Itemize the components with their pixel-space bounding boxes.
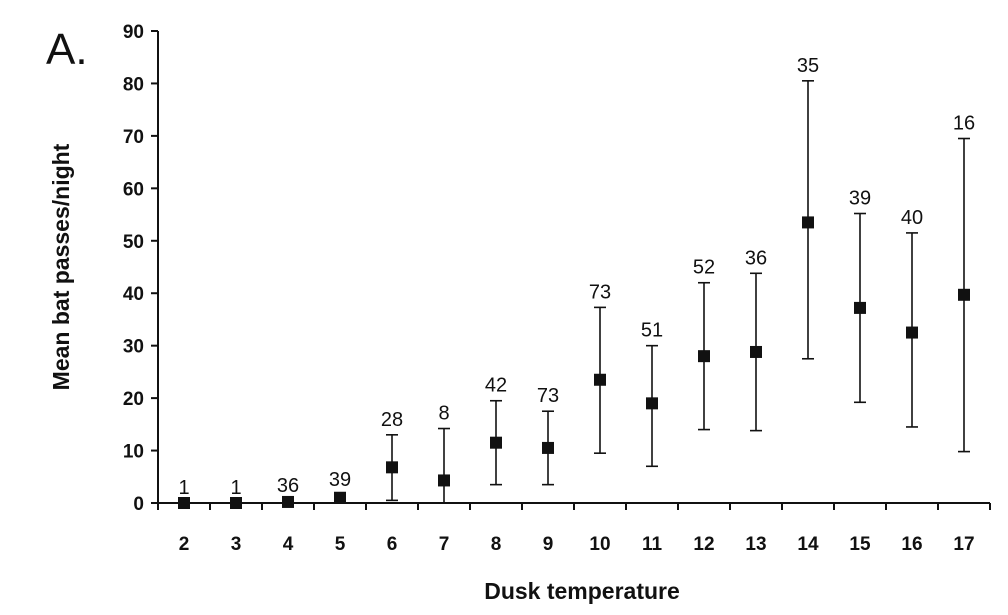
x-tick-label: 11 xyxy=(642,534,663,555)
x-axis-title: Dusk temperature xyxy=(484,578,680,604)
y-tick-label: 90 xyxy=(123,22,144,43)
x-tick-label: 17 xyxy=(953,534,974,555)
y-axis-title: Mean bat passes/night xyxy=(48,143,74,390)
data-point-marker xyxy=(698,350,710,363)
sample-size-label: 40 xyxy=(901,207,923,229)
sample-size-label: 1 xyxy=(230,477,241,499)
x-tick-label: 14 xyxy=(797,534,819,555)
x-tick-label: 9 xyxy=(543,534,554,555)
panel-label: A. xyxy=(46,25,88,74)
x-tick-label: 7 xyxy=(439,534,450,555)
data-point-marker xyxy=(646,397,658,410)
sample-size-label: 36 xyxy=(745,247,767,269)
y-tick-label: 30 xyxy=(123,337,144,358)
x-tick-label: 2 xyxy=(179,534,190,555)
sample-size-label: 8 xyxy=(438,403,449,425)
x-axis-ticks: 2 3 4 5 6 7 8 9 10 11 12 13 14 15 16 17 xyxy=(157,503,991,555)
data-point-marker xyxy=(490,436,502,449)
chart-axes xyxy=(157,31,990,504)
sample-size-label: 39 xyxy=(849,188,871,210)
data-point-marker xyxy=(386,461,398,474)
y-tick-label: 70 xyxy=(123,127,144,148)
x-tick-label: 16 xyxy=(901,534,922,555)
x-tick-label: 3 xyxy=(231,534,242,555)
sample-size-label: 1 xyxy=(178,477,189,499)
data-point-marker xyxy=(542,441,554,454)
x-tick-label: 13 xyxy=(745,534,766,555)
data-point-marker xyxy=(906,326,918,339)
sample-size-label: 36 xyxy=(277,475,299,497)
data-point-marker xyxy=(282,495,294,508)
sample-size-label: 52 xyxy=(693,257,715,279)
x-tick-label: 10 xyxy=(589,534,610,555)
y-tick-label: 40 xyxy=(123,284,144,305)
sample-size-label: 35 xyxy=(797,55,819,77)
x-tick-label: 4 xyxy=(283,534,294,555)
data-point-marker xyxy=(594,373,606,386)
data-point-marker xyxy=(178,497,190,509)
sample-size-label: 16 xyxy=(953,113,975,135)
data-point-marker xyxy=(802,216,814,229)
x-tick-label: 15 xyxy=(849,534,871,555)
x-tick-label: 6 xyxy=(387,534,398,555)
x-tick-label: 5 xyxy=(335,534,346,555)
data-markers xyxy=(178,216,970,509)
sample-size-label: 51 xyxy=(641,320,663,342)
y-tick-label: 60 xyxy=(123,179,144,200)
sample-size-label: 28 xyxy=(381,409,403,431)
y-tick-label: 50 xyxy=(123,232,144,253)
data-point-marker xyxy=(334,491,346,504)
data-point-marker xyxy=(958,288,970,301)
sample-size-label: 73 xyxy=(589,281,611,303)
data-point-marker xyxy=(438,474,450,487)
sample-size-labels: 1 1 36 39 28 8 42 73 73 51 52 36 35 39 40 16 xyxy=(178,55,975,499)
x-tick-label: 8 xyxy=(491,534,502,555)
sample-size-label: 73 xyxy=(537,385,559,407)
error-bars xyxy=(282,80,970,504)
y-tick-label: 10 xyxy=(123,442,144,463)
data-point-marker xyxy=(230,497,242,509)
y-axis-ticks: 0 10 20 30 40 50 60 70 80 90 xyxy=(123,22,158,515)
sample-size-label: 42 xyxy=(485,375,507,397)
y-tick-label: 0 xyxy=(133,494,144,515)
sample-size-label: 39 xyxy=(329,469,351,491)
data-point-marker xyxy=(750,345,762,358)
y-tick-label: 20 xyxy=(123,389,144,410)
data-point-marker xyxy=(854,301,866,314)
x-tick-label: 12 xyxy=(693,534,714,555)
y-tick-label: 80 xyxy=(123,74,144,95)
